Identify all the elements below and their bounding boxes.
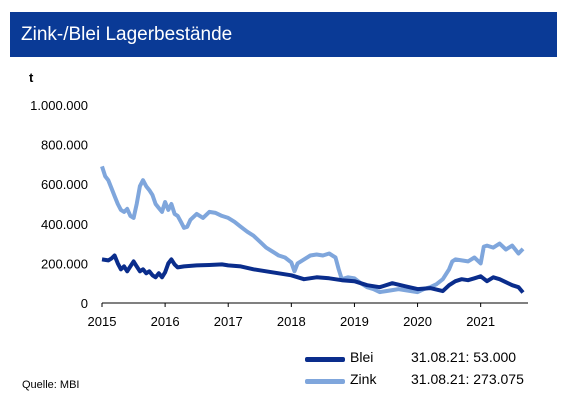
legend-label-zink: Zink	[350, 371, 377, 387]
chart-title: Zink-/Blei Lagerbestände	[21, 24, 233, 45]
y-tick-label: 400.000	[41, 217, 88, 232]
x-tick-label: 2018	[277, 314, 306, 329]
legend-value-zink: 31.08.21: 273.075	[411, 371, 524, 387]
y-tick-label: 200.000	[41, 256, 88, 271]
x-axis: 2015 2016 2017 2018 2019 2020 2021	[88, 302, 528, 329]
source-note: Quelle: MBI	[22, 379, 80, 391]
y-axis-unit: t	[29, 70, 34, 85]
series-group	[100, 165, 525, 295]
x-tick-label: 2021	[466, 314, 495, 329]
x-tick-label: 2016	[151, 314, 180, 329]
y-tick-label: 0	[81, 296, 88, 311]
x-tick-label: 2020	[403, 314, 432, 329]
legend-swatch-blei	[305, 357, 345, 362]
legend-swatch-zink	[305, 379, 345, 384]
header-bar: Zink-/Blei Lagerbestände	[10, 12, 557, 57]
legend-label-blei: Blei	[350, 349, 374, 365]
y-tick-label: 800.000	[41, 138, 88, 153]
x-tick-label: 2017	[214, 314, 243, 329]
y-tick-label: 1.000.000	[30, 98, 88, 113]
x-tick-label: 2015	[88, 314, 117, 329]
y-axis: 0 200.000 400.000 600.000 800.000 1.000.000	[30, 98, 88, 311]
legend-value-blei: 31.08.21: 53.000	[411, 349, 517, 365]
y-tick-label: 600.000	[41, 177, 88, 192]
x-tick-label: 2019	[340, 314, 369, 329]
series-line-zink	[100, 165, 525, 295]
series-line-blei	[101, 253, 525, 294]
